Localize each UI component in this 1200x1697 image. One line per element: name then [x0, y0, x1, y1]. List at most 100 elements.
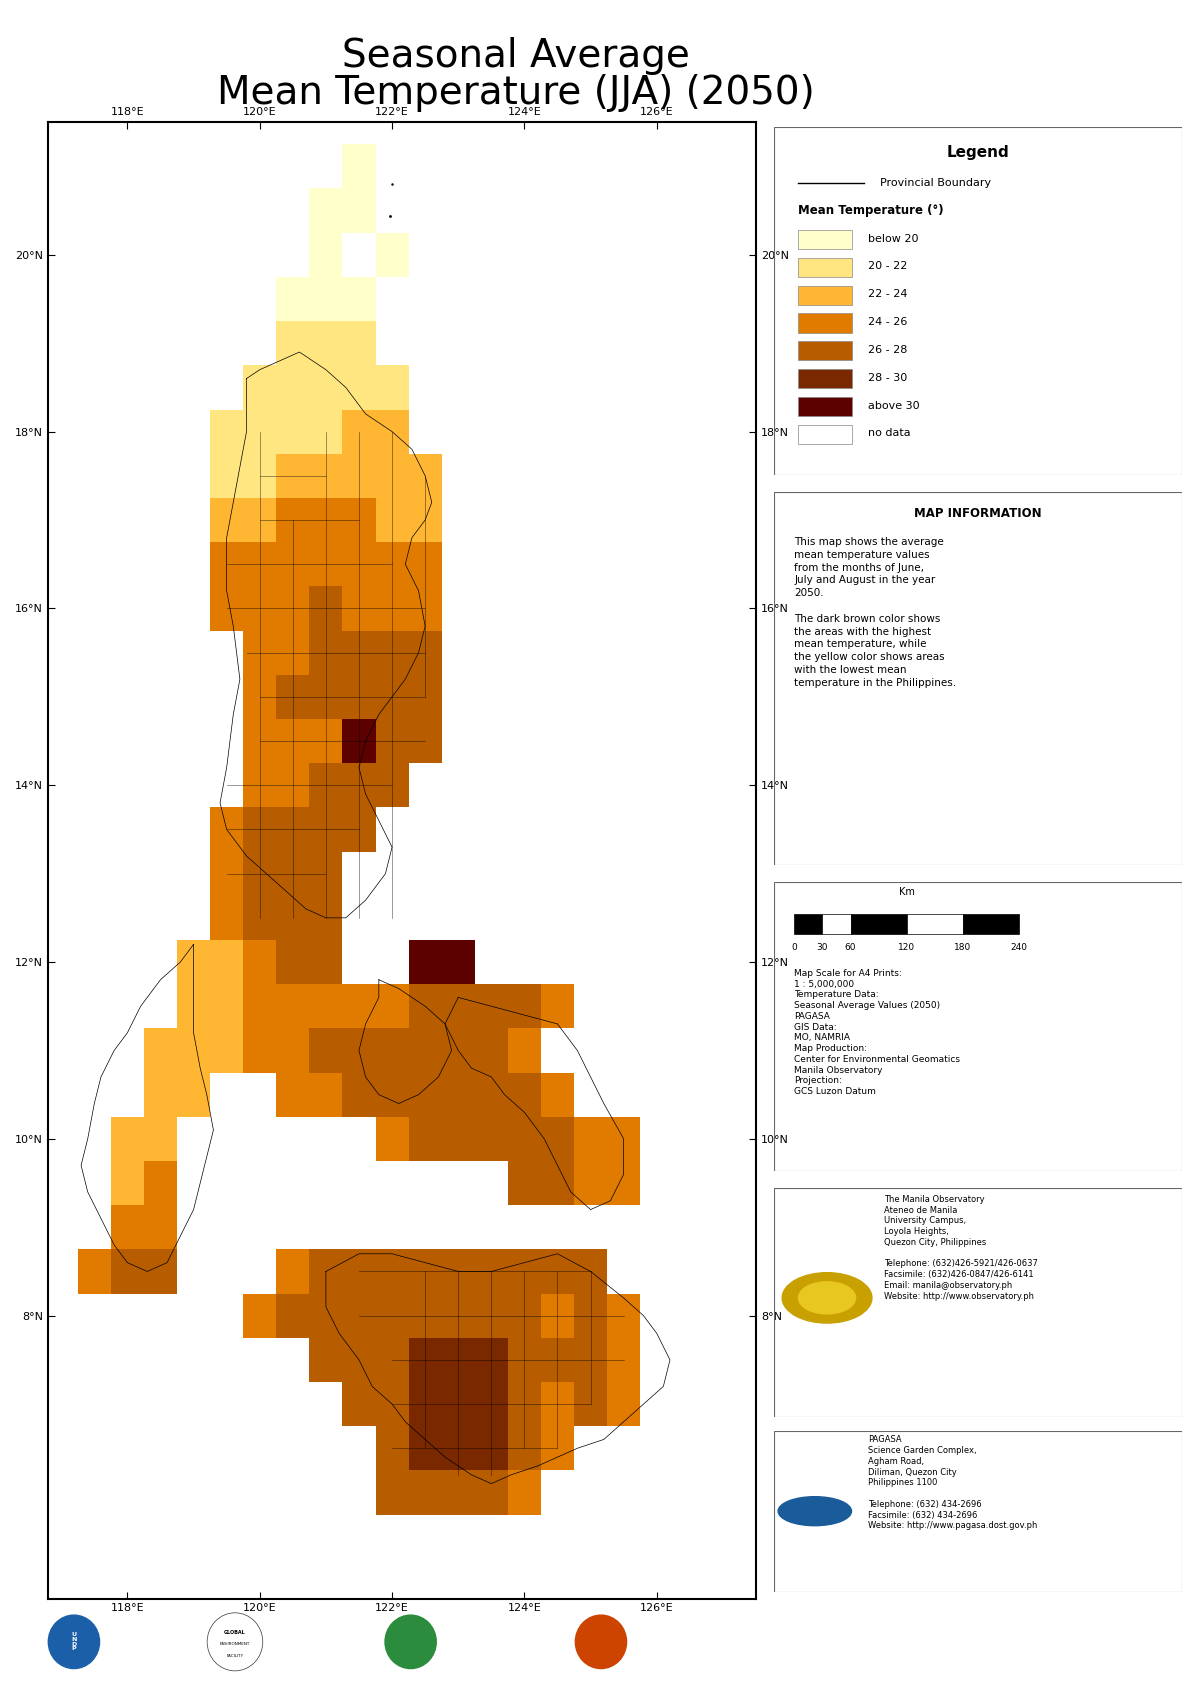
Text: This map shows the average
mean temperature values
from the months of June,
July: This map shows the average mean temperat…	[794, 536, 956, 687]
Bar	[110, 1205, 144, 1249]
Bar	[210, 808, 244, 852]
Bar	[574, 1249, 607, 1293]
Bar	[607, 1117, 641, 1161]
Bar	[409, 453, 442, 497]
Bar	[409, 631, 442, 675]
Bar	[376, 1028, 409, 1073]
Circle shape	[798, 1281, 856, 1313]
Bar	[276, 808, 310, 852]
Bar	[342, 984, 376, 1028]
Bar	[210, 940, 244, 984]
Bar	[276, 631, 310, 675]
Bar	[442, 1117, 475, 1161]
Bar	[376, 232, 409, 277]
Bar	[798, 424, 852, 445]
Bar	[244, 720, 276, 764]
Bar	[376, 453, 409, 497]
Bar	[541, 984, 574, 1028]
Bar	[276, 1293, 310, 1337]
Circle shape	[782, 1273, 872, 1324]
Bar	[244, 453, 276, 497]
Bar	[409, 1337, 442, 1381]
Bar	[508, 1249, 541, 1293]
Bar	[409, 497, 442, 541]
Bar	[276, 852, 310, 896]
Text: 60: 60	[845, 944, 857, 952]
Bar	[376, 1249, 409, 1293]
Bar	[276, 720, 310, 764]
Bar	[342, 1337, 376, 1381]
Bar	[210, 541, 244, 587]
Bar	[475, 1249, 508, 1293]
Bar	[310, 409, 342, 453]
Bar	[276, 1028, 310, 1073]
Bar	[962, 915, 1019, 935]
Bar	[310, 1337, 342, 1381]
Bar	[244, 497, 276, 541]
Text: 24 - 26: 24 - 26	[868, 317, 907, 328]
Bar	[342, 1028, 376, 1073]
Bar	[442, 1293, 475, 1337]
Bar	[210, 409, 244, 453]
Bar	[110, 1249, 144, 1293]
Bar	[244, 896, 276, 940]
Bar	[541, 1337, 574, 1381]
Bar	[244, 852, 276, 896]
Bar	[442, 984, 475, 1028]
Bar	[574, 1161, 607, 1205]
Bar	[442, 1028, 475, 1073]
Bar	[851, 915, 907, 935]
Bar	[210, 587, 244, 631]
Bar	[409, 1028, 442, 1073]
Bar	[574, 1381, 607, 1425]
Bar	[276, 497, 310, 541]
Bar	[310, 541, 342, 587]
Circle shape	[778, 1497, 852, 1526]
Text: Map Scale for A4 Prints:
1 : 5,000,000
Temperature Data:
Seasonal Average Values: Map Scale for A4 Prints: 1 : 5,000,000 T…	[794, 969, 960, 1096]
Bar	[376, 365, 409, 409]
Bar	[276, 764, 310, 808]
Bar	[276, 453, 310, 497]
Bar	[210, 453, 244, 497]
Text: 20 - 22: 20 - 22	[868, 261, 907, 272]
Bar	[276, 541, 310, 587]
Bar	[178, 1028, 210, 1073]
Bar	[310, 631, 342, 675]
Text: Mean Temperature (°): Mean Temperature (°)	[798, 204, 944, 217]
Bar	[409, 1073, 442, 1117]
Bar	[178, 984, 210, 1028]
Bar	[376, 541, 409, 587]
Text: 28 - 30: 28 - 30	[868, 373, 907, 384]
Bar	[342, 764, 376, 808]
Bar	[210, 1028, 244, 1073]
Bar	[342, 365, 376, 409]
Bar	[475, 984, 508, 1028]
Bar	[310, 1249, 342, 1293]
Bar	[310, 497, 342, 541]
Bar	[541, 1249, 574, 1293]
Bar	[276, 321, 310, 365]
Bar	[244, 409, 276, 453]
Bar	[508, 1073, 541, 1117]
Bar	[342, 409, 376, 453]
Bar	[798, 368, 852, 389]
Bar	[342, 720, 376, 764]
Bar	[210, 852, 244, 896]
Bar	[342, 808, 376, 852]
Bar	[442, 1249, 475, 1293]
Bar	[244, 1293, 276, 1337]
Bar	[475, 1470, 508, 1515]
Bar	[607, 1161, 641, 1205]
Bar	[210, 984, 244, 1028]
Bar	[794, 915, 822, 935]
Bar	[376, 764, 409, 808]
Circle shape	[208, 1612, 263, 1672]
Bar	[798, 285, 852, 305]
Bar	[442, 1381, 475, 1425]
Bar	[276, 984, 310, 1028]
Bar	[508, 1117, 541, 1161]
Bar	[574, 1337, 607, 1381]
Bar	[376, 1425, 409, 1470]
Text: 22 - 24: 22 - 24	[868, 288, 907, 299]
Text: The Manila Observatory
Ateneo de Manila
University Campus,
Loyola Heights,
Quezo: The Manila Observatory Ateneo de Manila …	[884, 1195, 1038, 1300]
